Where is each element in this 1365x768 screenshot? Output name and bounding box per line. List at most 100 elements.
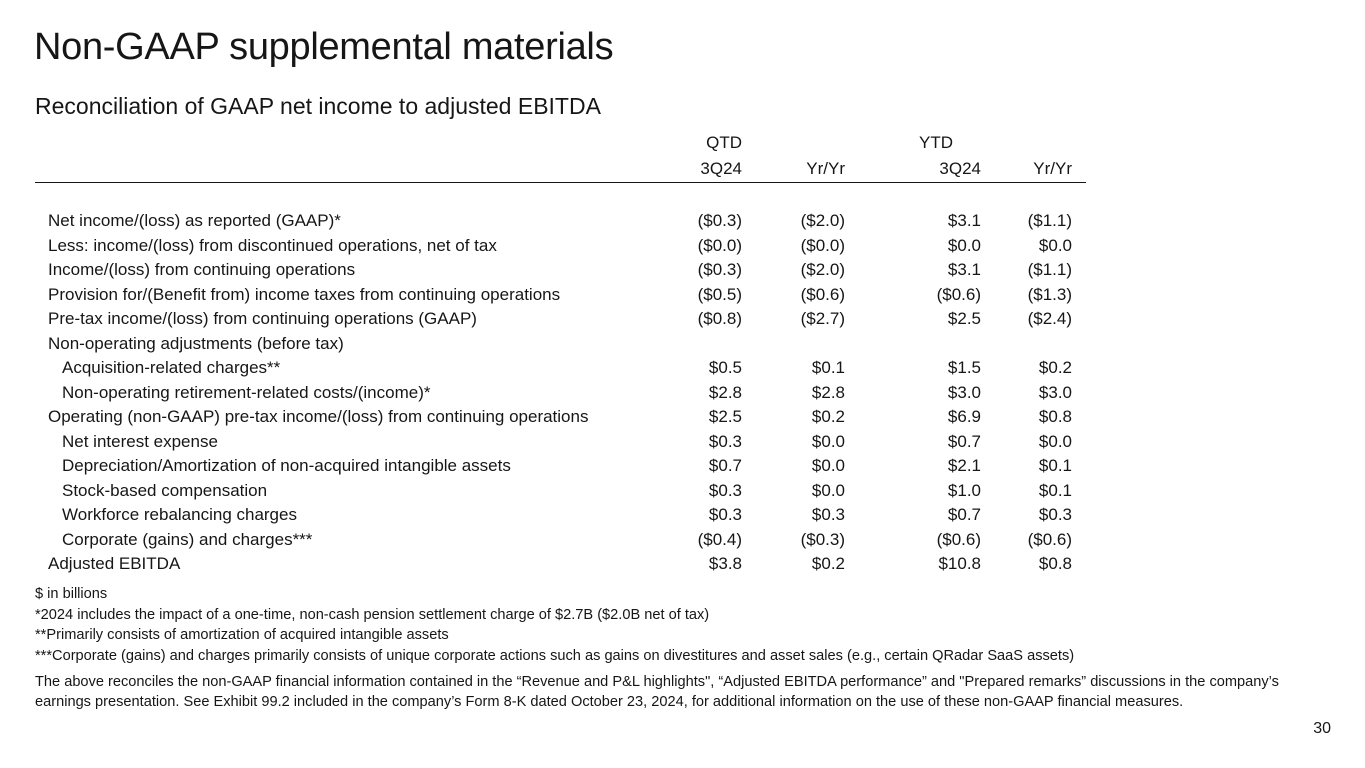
row-label: Pre-tax income/(loss) from continuing op… <box>48 309 477 328</box>
table-row: Net income/(loss) as reported (GAAP)* ($… <box>35 209 1086 234</box>
cell-qtd-3q24: ($0.0) <box>697 235 742 255</box>
cell-ytd-3q24: $1.0 <box>947 480 981 500</box>
qtd-group-header: QTD <box>706 133 742 152</box>
page-subtitle: Reconciliation of GAAP net income to adj… <box>35 93 601 119</box>
cell-ytd-3q24: ($0.6) <box>936 529 981 549</box>
row-label: Operating (non-GAAP) pre-tax income/(los… <box>48 407 589 426</box>
cell-ytd-yr-yr: ($1.1) <box>1027 211 1072 230</box>
cell-qtd-yr-yr: ($0.3) <box>800 529 845 549</box>
cell-ytd-yr-yr: $0.0 <box>1038 431 1072 451</box>
row-label: Net interest expense <box>62 431 218 451</box>
cell-ytd-yr-yr: $3.0 <box>1038 382 1072 402</box>
row-label: Income/(loss) from continuing operations <box>48 260 356 279</box>
table-row: Net interest expense $0.3 $0.0 $0.7 $0.0 <box>35 430 1086 455</box>
footnotes: $ in billions *2024 includes the impact … <box>35 584 1074 666</box>
table-row: Corporate (gains) and charges*** ($0.4) … <box>35 528 1086 553</box>
footnote-triple-asterisk: ***Corporate (gains) and charges primari… <box>35 647 1075 664</box>
cell-qtd-3q24: $0.3 <box>708 505 742 524</box>
table-row: Adjusted EBITDA $3.8 $0.2 $10.8 $0.8 <box>35 552 1086 577</box>
page-title: Non-GAAP supplemental materials <box>34 26 614 68</box>
table-row: Depreciation/Amortization of non-acquire… <box>35 454 1086 479</box>
cell-qtd-3q24: ($0.3) <box>697 260 742 279</box>
cell-ytd-3q24: $10.8 <box>938 554 981 573</box>
cell-ytd-yr-yr: ($0.6) <box>1027 529 1072 549</box>
cell-qtd-3q24: $3.8 <box>708 554 742 573</box>
cell-qtd-yr-yr: ($0.6) <box>800 284 845 304</box>
page-number: 30 <box>1313 720 1331 737</box>
row-label: Net income/(loss) as reported (GAAP)* <box>48 211 341 230</box>
cell-qtd-3q24 <box>645 332 742 357</box>
table-row: Acquisition-related charges** $0.5 $0.1 … <box>35 356 1086 381</box>
cell-ytd-yr-yr: $0.1 <box>1038 480 1072 500</box>
cell-qtd-yr-yr: $0.0 <box>811 431 845 451</box>
cell-qtd-3q24: $0.7 <box>708 456 742 475</box>
column-header-qtd-3q24: 3Q24 <box>645 156 742 183</box>
table-row: Non-operating retirement-related costs/(… <box>35 381 1086 406</box>
column-header-ytd-yr-yr: Yr/Yr <box>981 156 1072 183</box>
row-label: Provision for/(Benefit from) income taxe… <box>48 284 561 304</box>
cell-qtd-yr-yr: $2.8 <box>811 382 845 402</box>
cell-qtd-3q24: ($0.5) <box>697 284 742 304</box>
cell-ytd-3q24: $1.5 <box>947 358 981 377</box>
table-row: Provision for/(Benefit from) income taxe… <box>35 283 1086 308</box>
row-label: Depreciation/Amortization of non-acquire… <box>62 456 511 475</box>
footnote-units: $ in billions <box>35 586 108 602</box>
reconciliation-table: QTD YTD 3Q24 Yr/Yr 3Q24 Yr/Yr Net income… <box>35 130 1086 577</box>
row-label: Less: income/(loss) from discontinued op… <box>48 235 497 255</box>
cell-qtd-yr-yr: $0.0 <box>811 480 845 500</box>
cell-ytd-3q24: $0.7 <box>947 431 981 451</box>
cell-ytd-yr-yr: ($2.4) <box>1027 309 1072 328</box>
cell-ytd-yr-yr: $0.8 <box>1038 554 1072 573</box>
cell-qtd-3q24: $2.5 <box>708 407 742 426</box>
column-header-ytd-3q24: 3Q24 <box>845 156 981 183</box>
cell-ytd-3q24: $2.5 <box>947 309 981 328</box>
cell-qtd-3q24: ($0.8) <box>697 309 742 328</box>
table-row: Pre-tax income/(loss) from continuing op… <box>35 307 1086 332</box>
cell-qtd-yr-yr <box>742 332 845 357</box>
table-column-header-row: 3Q24 Yr/Yr 3Q24 Yr/Yr <box>35 156 1086 183</box>
cell-ytd-3q24: $6.9 <box>947 407 981 426</box>
ytd-group-header: YTD <box>919 133 953 152</box>
column-header-qtd-yr-yr: Yr/Yr <box>742 156 845 183</box>
cell-ytd-3q24: $3.0 <box>947 382 981 402</box>
cell-ytd-3q24: ($0.6) <box>936 284 981 304</box>
row-label: Corporate (gains) and charges*** <box>62 529 313 549</box>
cell-qtd-3q24: $2.8 <box>708 382 742 402</box>
cell-qtd-yr-yr: $0.3 <box>811 505 845 524</box>
table-row: Non-operating adjustments (before tax) <box>35 332 1086 357</box>
cell-ytd-3q24: $3.1 <box>947 260 981 279</box>
cell-qtd-yr-yr: ($2.7) <box>800 309 845 328</box>
cell-ytd-3q24: $2.1 <box>947 456 981 475</box>
cell-qtd-yr-yr: $0.0 <box>811 456 845 475</box>
row-label: Workforce rebalancing charges <box>62 505 297 524</box>
row-label: Adjusted EBITDA <box>48 554 181 573</box>
disclaimer-text: The above reconciles the non-GAAP financ… <box>35 674 1279 710</box>
cell-ytd-yr-yr: $0.1 <box>1038 456 1072 475</box>
footnote-single-asterisk: *2024 includes the impact of a one-time,… <box>35 606 710 623</box>
cell-qtd-3q24: $0.5 <box>708 358 742 377</box>
cell-ytd-3q24: $0.7 <box>947 505 981 524</box>
cell-ytd-yr-yr: $0.2 <box>1038 358 1072 377</box>
footnote-double-asterisk: **Primarily consists of amortization of … <box>35 627 449 643</box>
cell-qtd-3q24: ($0.4) <box>697 529 742 549</box>
cell-ytd-yr-yr <box>981 332 1072 357</box>
cell-ytd-3q24: $0.0 <box>947 235 981 255</box>
cell-qtd-yr-yr: $0.1 <box>811 358 845 377</box>
table-row: Stock-based compensation $0.3 $0.0 $1.0 … <box>35 479 1086 504</box>
row-label: Acquisition-related charges** <box>62 358 281 377</box>
cell-qtd-yr-yr: ($2.0) <box>800 211 845 230</box>
table-group-header-row: QTD YTD <box>35 130 1086 156</box>
cell-qtd-yr-yr: $0.2 <box>811 407 845 426</box>
cell-qtd-3q24: $0.3 <box>708 480 742 500</box>
table-row: Less: income/(loss) from discontinued op… <box>35 234 1086 259</box>
cell-qtd-yr-yr: $0.2 <box>811 554 845 573</box>
row-label: Non-operating retirement-related costs/(… <box>62 382 431 402</box>
cell-ytd-3q24: $3.1 <box>947 211 981 230</box>
cell-ytd-yr-yr: $0.8 <box>1038 407 1072 426</box>
row-label: Stock-based compensation <box>62 480 268 500</box>
cell-ytd-yr-yr: $0.0 <box>1038 235 1072 255</box>
cell-ytd-yr-yr: ($1.3) <box>1027 284 1072 304</box>
table-row: Operating (non-GAAP) pre-tax income/(los… <box>35 405 1086 430</box>
table-row: Workforce rebalancing charges $0.3 $0.3 … <box>35 503 1086 528</box>
cell-qtd-3q24: ($0.3) <box>697 211 742 230</box>
